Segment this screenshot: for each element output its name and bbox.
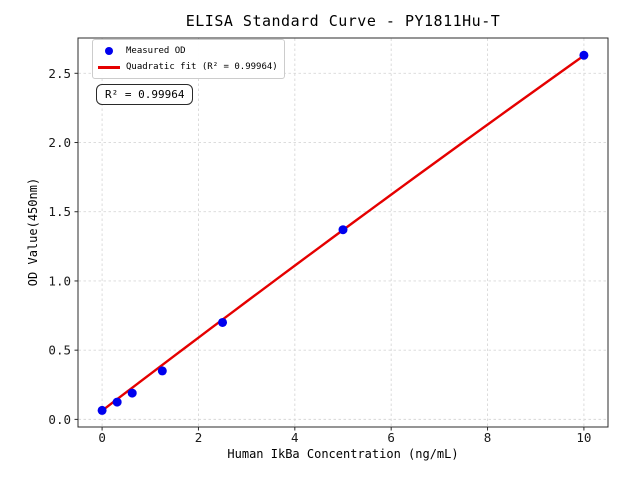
y-axis-label: OD Value(450nm): [26, 177, 40, 287]
data-point: [112, 397, 122, 407]
legend: Measured OD Quadratic fit (R² = 0.99964): [92, 39, 285, 79]
data-point: [97, 405, 107, 415]
y-tick-label: 0.5: [48, 343, 71, 358]
x-tick-label: 0: [98, 430, 106, 445]
y-tick-label: 2.5: [48, 66, 71, 81]
data-point: [218, 317, 228, 327]
data-point: [579, 50, 589, 60]
legend-item-label: Measured OD: [126, 46, 186, 56]
legend-item-label: Quadratic fit (R² = 0.99964): [126, 62, 278, 72]
x-tick-label: 4: [291, 430, 299, 445]
x-axis-label: Human IkBa Concentration (ng/mL): [227, 447, 459, 461]
x-tick-label: 8: [484, 430, 492, 445]
data-point: [338, 225, 348, 235]
y-tick-label: 1.5: [48, 204, 71, 219]
r-squared-annotation: R² = 0.99964: [96, 84, 194, 105]
legend-item: Quadratic fit (R² = 0.99964): [97, 59, 278, 75]
legend-item: Measured OD: [97, 43, 278, 59]
y-tick-label: 0.0: [48, 412, 71, 427]
data-point: [157, 366, 167, 376]
x-tick-label: 2: [195, 430, 203, 445]
legend-marker-line-icon: [97, 65, 121, 69]
x-tick-label: 6: [387, 430, 395, 445]
data-point: [127, 388, 137, 398]
x-tick-label: 10: [576, 430, 591, 445]
plot-border: [77, 37, 609, 428]
y-tick-label: 2.0: [48, 135, 71, 150]
y-tick-label: 1.0: [48, 273, 71, 288]
legend-marker-dot-icon: [97, 47, 121, 55]
chart-title: ELISA Standard Curve - PY1811Hu-T: [185, 12, 501, 30]
